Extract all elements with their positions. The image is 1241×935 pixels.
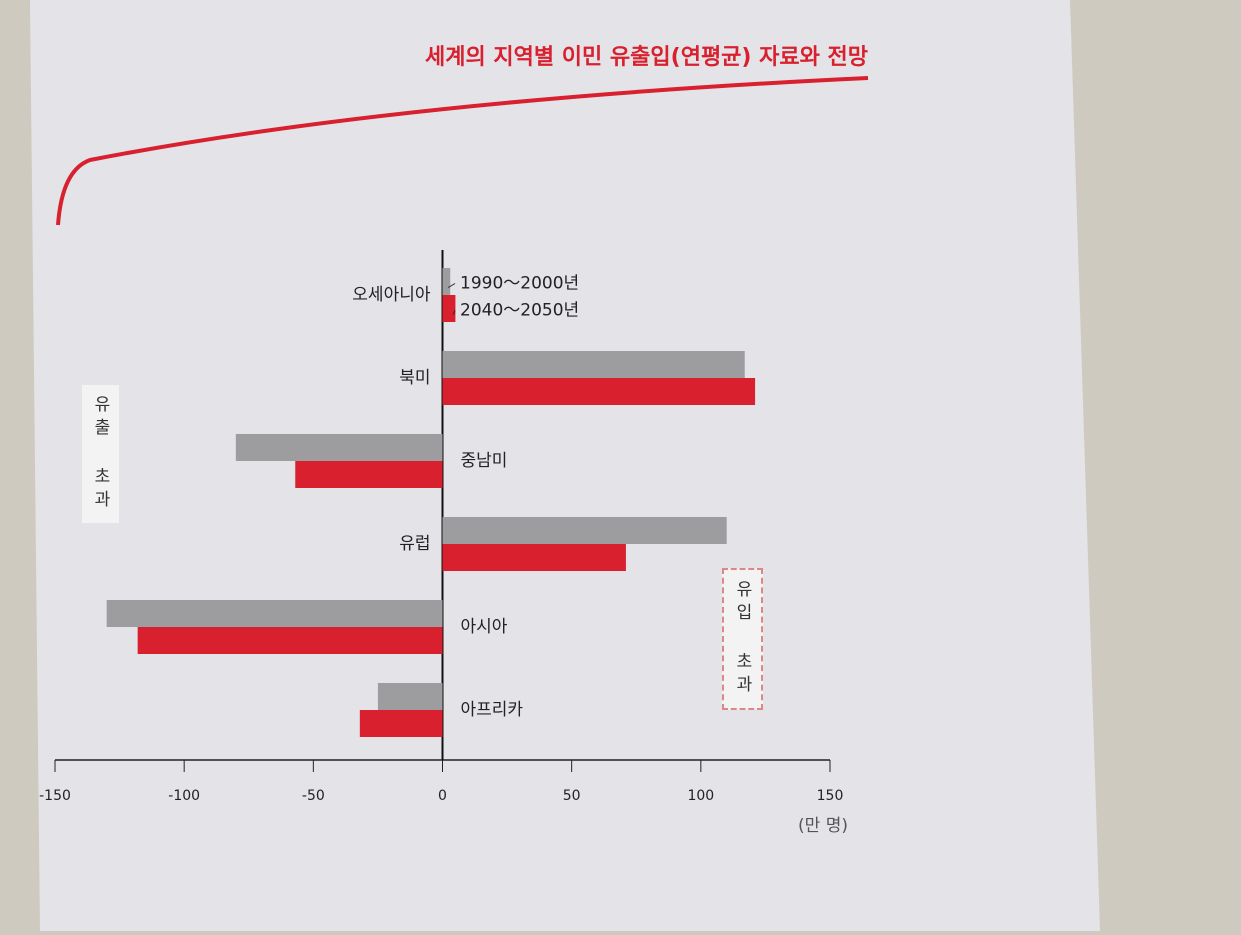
x-tick-label: 50: [563, 788, 581, 804]
bar: [442, 295, 456, 322]
bar: [442, 544, 626, 571]
page-paper: [30, 0, 1100, 931]
x-tick-label: -100: [168, 788, 200, 804]
bar: [295, 461, 443, 488]
legend-label: 1990～2000년: [460, 274, 579, 294]
bar: [235, 434, 443, 461]
category-label: 북미: [399, 368, 430, 388]
annotation: 유출 초과: [82, 385, 119, 523]
x-tick-label: -50: [302, 788, 325, 804]
bar: [359, 710, 443, 737]
legend-leader: [447, 283, 456, 288]
category-label: 아프리카: [461, 700, 524, 720]
bar: [442, 351, 745, 378]
category-label: 중남미: [461, 451, 508, 471]
category-label: 유럽: [399, 534, 430, 554]
x-tick-label: 0: [438, 788, 447, 804]
x-tick-label: 100: [687, 788, 714, 804]
chart-title: 세계의 지역별 이민 유출입(연평균) 자료와 전망: [425, 45, 868, 70]
legend-label: 2040～2050년: [460, 301, 579, 321]
x-tick-label: 150: [817, 788, 844, 804]
category-label: 오세아니아: [352, 285, 431, 305]
bar: [137, 627, 443, 654]
x-tick-label: -150: [39, 788, 71, 804]
bar: [442, 517, 727, 544]
x-axis-label: (만 명): [798, 816, 848, 836]
annotation: 유입 초과: [722, 568, 763, 710]
bar: [377, 683, 443, 710]
legend-leader: [452, 310, 456, 315]
bar: [106, 600, 443, 627]
category-label: 아시아: [461, 617, 508, 637]
title-rule: [56, 76, 869, 226]
bar: [442, 268, 451, 295]
bar: [442, 378, 756, 405]
